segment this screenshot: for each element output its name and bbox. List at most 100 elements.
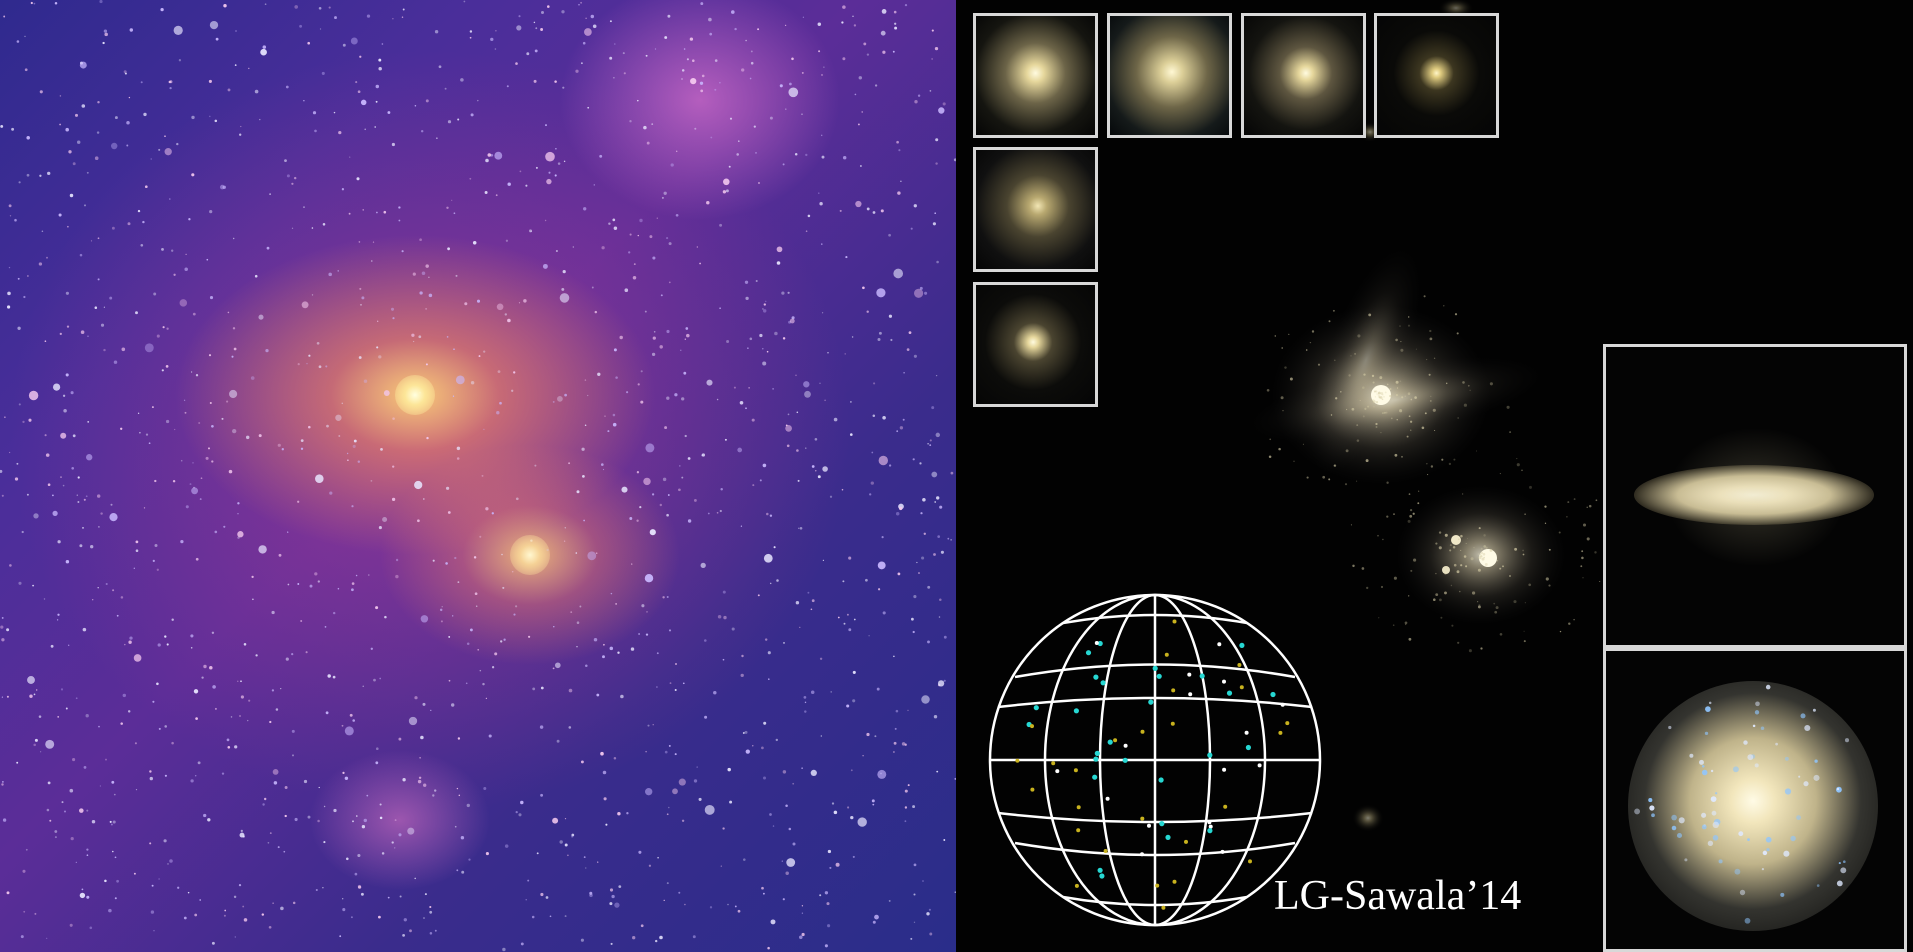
dm-particle bbox=[628, 251, 631, 254]
dm-particle bbox=[180, 539, 184, 544]
galaxy-star bbox=[1581, 550, 1584, 553]
dm-particle bbox=[878, 331, 882, 335]
dm-particle bbox=[33, 693, 36, 696]
dm-particle bbox=[384, 615, 387, 619]
galaxy-star bbox=[1350, 355, 1352, 357]
dm-particle bbox=[86, 809, 89, 812]
dm-particle bbox=[769, 813, 772, 816]
dm-particle bbox=[178, 59, 182, 62]
dm-particle bbox=[300, 620, 303, 622]
dm-particle bbox=[599, 154, 603, 158]
dm-particle bbox=[361, 825, 366, 829]
dm-particle bbox=[392, 417, 395, 420]
galaxy-star bbox=[1586, 506, 1588, 508]
dm-particle bbox=[30, 1, 33, 5]
dm-particle bbox=[172, 479, 176, 483]
dm-particle bbox=[821, 155, 825, 159]
dm-particle bbox=[149, 770, 152, 773]
dm-particle bbox=[589, 891, 593, 895]
dm-particle bbox=[378, 58, 382, 62]
satellite-marker bbox=[1100, 680, 1106, 686]
dm-particle bbox=[604, 415, 606, 417]
dm-particle bbox=[265, 348, 269, 353]
dm-particle bbox=[318, 365, 322, 369]
galaxy-star bbox=[1568, 622, 1571, 625]
dm-particle bbox=[666, 813, 669, 816]
dm-particle bbox=[376, 211, 378, 214]
dm-particle bbox=[383, 390, 390, 397]
dm-particle bbox=[494, 151, 503, 160]
dm-particle bbox=[761, 746, 764, 750]
galaxy-star bbox=[1281, 347, 1284, 349]
dm-particle bbox=[392, 465, 395, 468]
dm-particle bbox=[913, 863, 917, 867]
galaxy-star bbox=[1463, 403, 1467, 407]
dm-particle bbox=[821, 312, 824, 314]
galaxy-star bbox=[1399, 325, 1401, 327]
dm-particle bbox=[540, 793, 544, 797]
dm-particle bbox=[357, 853, 361, 858]
dm-particle bbox=[935, 374, 938, 377]
dm-particle bbox=[728, 165, 731, 168]
dm-particle bbox=[575, 552, 578, 554]
dm-particle bbox=[363, 818, 368, 823]
face-on-cluster bbox=[1648, 798, 1653, 803]
satellite-marker bbox=[1051, 761, 1056, 766]
dm-particle bbox=[674, 688, 677, 692]
dm-particle bbox=[693, 779, 698, 783]
dm-particle bbox=[348, 212, 351, 215]
dm-particle bbox=[252, 598, 254, 601]
face-on-cluster bbox=[1710, 796, 1717, 802]
dm-particle bbox=[847, 806, 850, 809]
dm-particle bbox=[751, 418, 755, 422]
dm-particle bbox=[354, 872, 358, 876]
dm-particle bbox=[456, 869, 459, 872]
dm-particle bbox=[655, 686, 658, 688]
face-on-cluster bbox=[1754, 710, 1760, 715]
dm-particle bbox=[692, 59, 695, 62]
satellite-marker bbox=[1172, 879, 1177, 884]
dm-particle bbox=[934, 501, 937, 503]
dm-particle bbox=[504, 313, 507, 316]
dm-particle bbox=[224, 909, 227, 912]
dm-particle bbox=[833, 417, 838, 422]
credit-label: LG-Sawala’14 bbox=[1274, 873, 1522, 919]
dm-particle bbox=[913, 204, 917, 208]
dm-particle bbox=[661, 196, 664, 199]
dm-particle bbox=[209, 115, 211, 118]
dm-particle bbox=[355, 574, 358, 577]
satellite-marker bbox=[1158, 777, 1164, 783]
dm-particle bbox=[894, 22, 897, 25]
dm-particle bbox=[447, 247, 451, 251]
dm-particle bbox=[936, 496, 940, 500]
dm-particle bbox=[189, 483, 192, 486]
galaxy-star bbox=[1322, 475, 1326, 479]
dm-particle bbox=[94, 156, 99, 160]
satellite-marker bbox=[1033, 705, 1039, 711]
dm-particle bbox=[63, 810, 67, 813]
dm-particle bbox=[734, 27, 737, 31]
dm-particle bbox=[526, 52, 530, 56]
dm-particle bbox=[552, 400, 555, 403]
galaxy-star bbox=[1472, 591, 1476, 595]
dm-particle bbox=[23, 295, 26, 299]
dm-particle bbox=[14, 218, 17, 222]
dm-particle bbox=[418, 776, 422, 780]
dm-particle bbox=[791, 57, 794, 61]
dm-particle bbox=[262, 45, 267, 49]
dm-particle bbox=[398, 737, 402, 741]
dm-particle bbox=[842, 580, 845, 583]
dm-particle bbox=[494, 48, 497, 50]
latitude-south-3 bbox=[1062, 895, 1248, 907]
galaxy-star bbox=[1408, 595, 1410, 597]
dm-particle bbox=[169, 859, 173, 863]
galaxy-star bbox=[1414, 396, 1417, 399]
dm-particle bbox=[338, 435, 341, 437]
dm-particle bbox=[829, 866, 832, 869]
dm-particle bbox=[68, 150, 72, 154]
dm-particle bbox=[432, 794, 435, 797]
face-on-cluster bbox=[1743, 740, 1748, 745]
dm-particle bbox=[781, 860, 783, 862]
dm-particle bbox=[888, 314, 893, 318]
satellite-marker bbox=[1245, 744, 1251, 751]
